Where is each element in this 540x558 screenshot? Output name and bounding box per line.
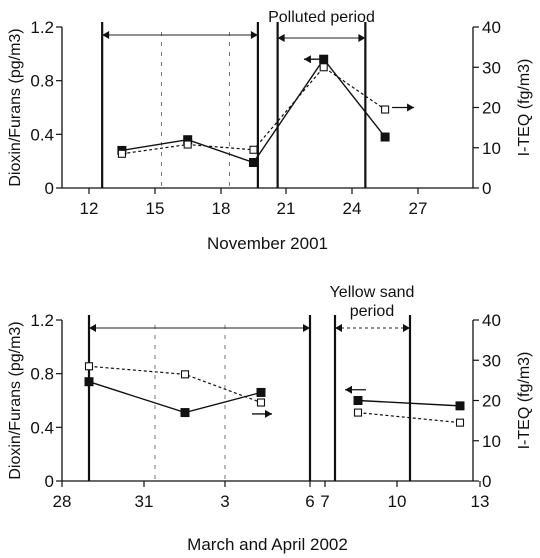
series-dioxin-line	[357, 399, 461, 407]
i-teq-point	[117, 149, 126, 158]
dioxin-point	[180, 408, 190, 418]
x-tick-label: 7	[320, 492, 329, 511]
right-tick-label: 0	[482, 472, 491, 491]
left-axis-title: Dioxin/Furans (pg/m3)	[7, 321, 24, 479]
x-tick-label: 6	[305, 492, 314, 511]
x-tick-label: 12	[80, 199, 99, 218]
left-tick-label: 0	[45, 472, 54, 491]
i-teq-point	[180, 370, 190, 379]
right-axis-title: I-TEQ (fg/m3)	[516, 352, 533, 450]
i-teq-point	[84, 362, 94, 371]
period-label-line-2: period	[350, 303, 394, 320]
i-teq-point	[183, 140, 192, 149]
span-arrow-left	[335, 324, 342, 332]
span-arrow-left	[89, 324, 96, 332]
left-tick-label: 0.8	[30, 72, 54, 91]
left-tick-label: 1.2	[30, 18, 54, 37]
series-i-teq-line	[88, 365, 262, 404]
left-tick-label: 0.8	[30, 365, 54, 384]
right-tick-label: 40	[482, 311, 501, 330]
x-tick-label: 3	[220, 492, 229, 511]
right-tick-label: 10	[482, 432, 501, 451]
right-tick-label: 20	[482, 99, 501, 118]
span-arrow-right	[403, 324, 410, 332]
x-tick-label: 31	[135, 492, 154, 511]
left-axis-title: Dioxin/Furans (pg/m3)	[7, 28, 24, 186]
i-teq-point	[353, 408, 363, 417]
right-tick-label: 30	[482, 58, 501, 77]
x-tick-label: 10	[388, 492, 407, 511]
dioxin-point	[249, 158, 258, 168]
right-tick-label: 10	[482, 139, 501, 158]
dioxin-point	[380, 132, 390, 142]
x-tick-label: 27	[409, 199, 428, 218]
x-axis-title: March and April 2002	[187, 535, 348, 554]
span-arrow-right	[303, 324, 310, 332]
period-label: Polluted period	[268, 9, 375, 26]
i-teq-point	[381, 105, 390, 114]
i-teq-point	[249, 145, 258, 154]
span-arrow-left	[102, 31, 110, 39]
x-tick-label: 15	[146, 199, 165, 218]
i-teq-point	[455, 418, 465, 427]
axis-indicator-arrowhead	[407, 103, 415, 112]
left-tick-label: 0	[45, 179, 54, 198]
i-teq-point	[256, 398, 266, 407]
right-tick-label: 40	[482, 18, 501, 37]
x-tick-label: 21	[277, 199, 296, 218]
axis-indicator-arrowhead	[303, 55, 311, 64]
period-label-line-1: Yellow sand	[330, 284, 415, 301]
x-axis-title: November 2001	[207, 234, 328, 253]
dioxin-point	[84, 377, 94, 387]
right-tick-label: 0	[482, 179, 491, 198]
x-tick-label: 24	[343, 199, 362, 218]
left-tick-label: 1.2	[30, 311, 54, 330]
left-tick-label: 0.4	[30, 418, 54, 437]
axis-indicator-arrowhead	[265, 409, 272, 418]
dioxin-point	[353, 396, 363, 405]
series-dioxin-line	[88, 381, 262, 414]
axis-indicator-arrowhead	[345, 385, 352, 394]
i-teq-point	[319, 63, 328, 72]
right-axis-title: I-TEQ (fg/m3)	[516, 59, 533, 157]
x-tick-label: 18	[212, 199, 231, 218]
dioxin-point	[455, 401, 465, 411]
x-tick-label: 28	[53, 492, 72, 511]
chart-november-2001: 0 0.4 0.8 1.2 0 10 20 30 40 12 15 18 21 24 27 Dioxin/Fu…	[7, 9, 533, 253]
chart-march-april-2002: 0 0.4 0.8 1.2 0 10 20 30 40 28 31 3 6 7 10 13 Dioxin/Fur…	[7, 284, 533, 554]
span-arrow-left	[277, 34, 285, 42]
span-arrow-right	[250, 31, 258, 39]
series-i-teq-line	[121, 66, 386, 155]
left-tick-label: 0.4	[30, 125, 54, 144]
dioxin-point	[256, 387, 266, 397]
span-arrow-right	[358, 34, 366, 42]
x-tick-label: 13	[471, 492, 490, 511]
right-tick-label: 30	[482, 351, 501, 370]
right-tick-label: 20	[482, 392, 501, 411]
series-i-teq-line	[357, 411, 461, 424]
